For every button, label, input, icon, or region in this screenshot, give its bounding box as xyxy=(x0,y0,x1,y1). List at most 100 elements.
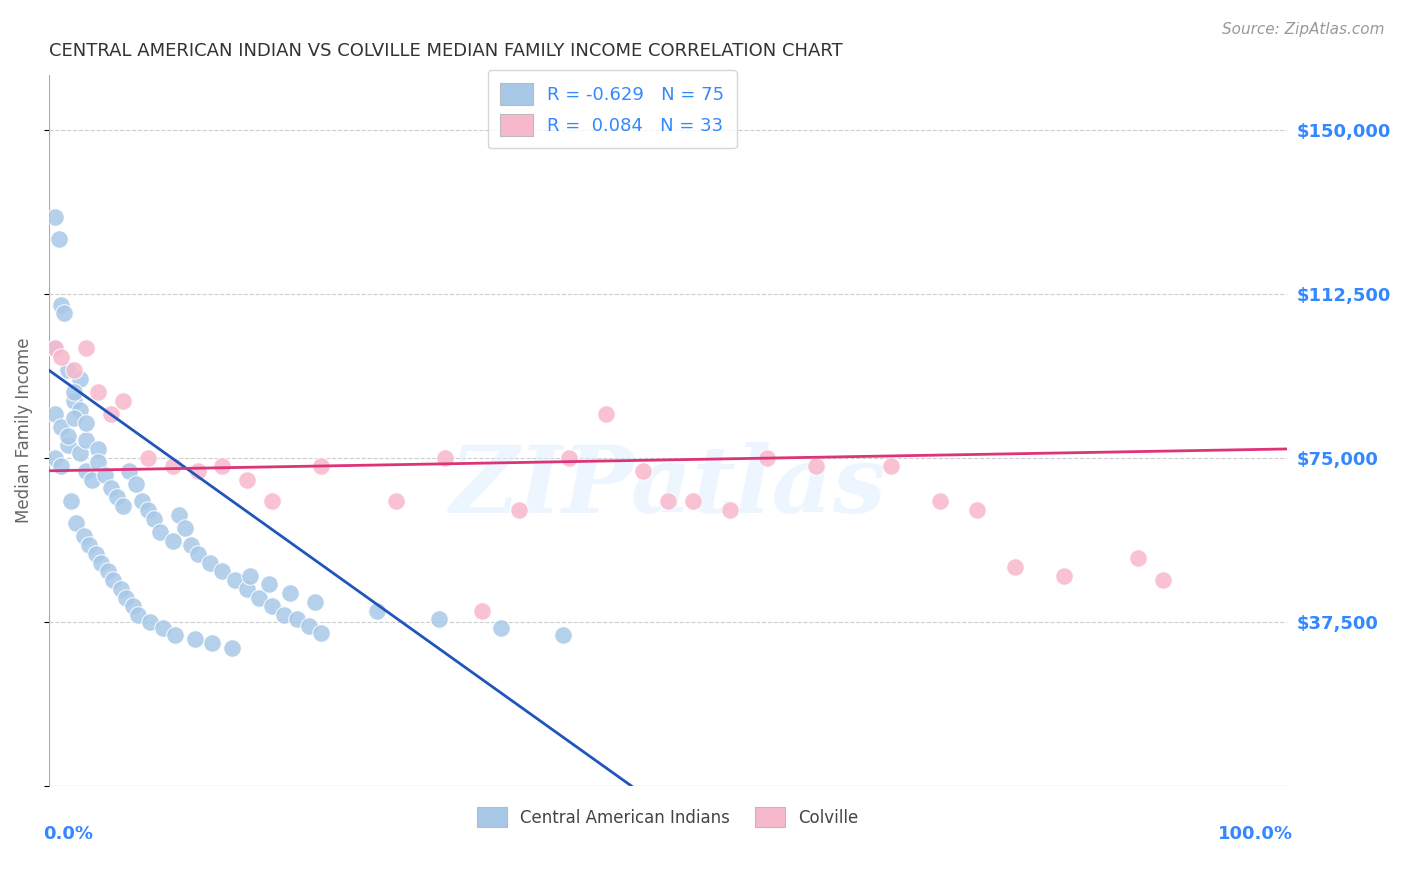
Point xyxy=(1053,568,1076,582)
Point xyxy=(280,586,302,600)
Text: 100.0%: 100.0% xyxy=(1218,824,1294,843)
Point xyxy=(186,464,208,478)
Point xyxy=(110,582,132,596)
Point xyxy=(224,573,246,587)
Point xyxy=(44,407,66,421)
Point xyxy=(100,407,122,421)
Point xyxy=(184,632,207,646)
Point xyxy=(167,508,190,522)
Point xyxy=(384,494,406,508)
Point xyxy=(75,342,97,356)
Point xyxy=(100,481,122,495)
Point xyxy=(471,604,494,618)
Point xyxy=(87,455,110,469)
Point xyxy=(44,342,66,356)
Point xyxy=(152,621,174,635)
Point xyxy=(427,612,450,626)
Point xyxy=(186,547,208,561)
Point xyxy=(143,512,166,526)
Point xyxy=(112,393,135,408)
Point xyxy=(82,473,104,487)
Point xyxy=(806,459,828,474)
Point xyxy=(44,450,66,465)
Point xyxy=(311,459,333,474)
Point xyxy=(44,211,66,225)
Point xyxy=(87,442,110,456)
Point xyxy=(84,547,107,561)
Point xyxy=(162,459,184,474)
Point xyxy=(1128,551,1150,566)
Point xyxy=(149,524,172,539)
Point xyxy=(75,434,97,448)
Point xyxy=(259,577,281,591)
Point xyxy=(298,619,321,633)
Point xyxy=(236,473,259,487)
Point xyxy=(304,595,326,609)
Point xyxy=(69,372,91,386)
Point xyxy=(48,232,70,246)
Point xyxy=(44,342,66,356)
Point xyxy=(90,556,112,570)
Point xyxy=(122,599,145,614)
Point xyxy=(236,582,259,596)
Point xyxy=(136,503,159,517)
Point xyxy=(131,494,153,508)
Point xyxy=(260,599,283,614)
Point xyxy=(139,615,162,629)
Point xyxy=(62,385,84,400)
Point xyxy=(51,459,73,474)
Point xyxy=(77,538,100,552)
Point xyxy=(52,306,75,320)
Point xyxy=(966,503,988,517)
Point xyxy=(69,402,91,417)
Y-axis label: Median Family Income: Median Family Income xyxy=(15,338,32,523)
Point xyxy=(75,464,97,478)
Point xyxy=(682,494,704,508)
Point xyxy=(755,450,778,465)
Point xyxy=(211,459,233,474)
Point xyxy=(260,494,283,508)
Point xyxy=(366,604,388,618)
Point xyxy=(221,640,243,655)
Point xyxy=(93,468,115,483)
Point xyxy=(124,477,146,491)
Point xyxy=(165,628,187,642)
Text: Source: ZipAtlas.com: Source: ZipAtlas.com xyxy=(1222,22,1385,37)
Point xyxy=(489,621,512,635)
Text: 0.0%: 0.0% xyxy=(42,824,93,843)
Point xyxy=(51,350,73,364)
Point xyxy=(62,363,84,377)
Point xyxy=(136,450,159,465)
Point xyxy=(631,464,654,478)
Point xyxy=(56,437,79,451)
Point xyxy=(929,494,952,508)
Point xyxy=(273,608,295,623)
Text: ZIPatlas: ZIPatlas xyxy=(450,442,886,533)
Point xyxy=(249,591,271,605)
Point xyxy=(311,625,333,640)
Point xyxy=(657,494,679,508)
Point xyxy=(69,446,91,460)
Point xyxy=(162,533,184,548)
Point xyxy=(434,450,457,465)
Point xyxy=(718,503,741,517)
Point xyxy=(558,450,581,465)
Point xyxy=(75,416,97,430)
Point xyxy=(201,636,224,650)
Point xyxy=(56,363,79,377)
Point xyxy=(118,464,141,478)
Point xyxy=(60,494,83,508)
Point xyxy=(51,298,73,312)
Point xyxy=(127,608,149,623)
Point xyxy=(595,407,617,421)
Point xyxy=(1004,560,1026,574)
Point xyxy=(62,393,84,408)
Point xyxy=(65,516,87,531)
Point xyxy=(114,591,136,605)
Point xyxy=(62,411,84,425)
Point xyxy=(56,429,79,443)
Text: CENTRAL AMERICAN INDIAN VS COLVILLE MEDIAN FAMILY INCOME CORRELATION CHART: CENTRAL AMERICAN INDIAN VS COLVILLE MEDI… xyxy=(49,42,842,60)
Point xyxy=(880,459,903,474)
Point xyxy=(285,612,308,626)
Point xyxy=(87,385,110,400)
